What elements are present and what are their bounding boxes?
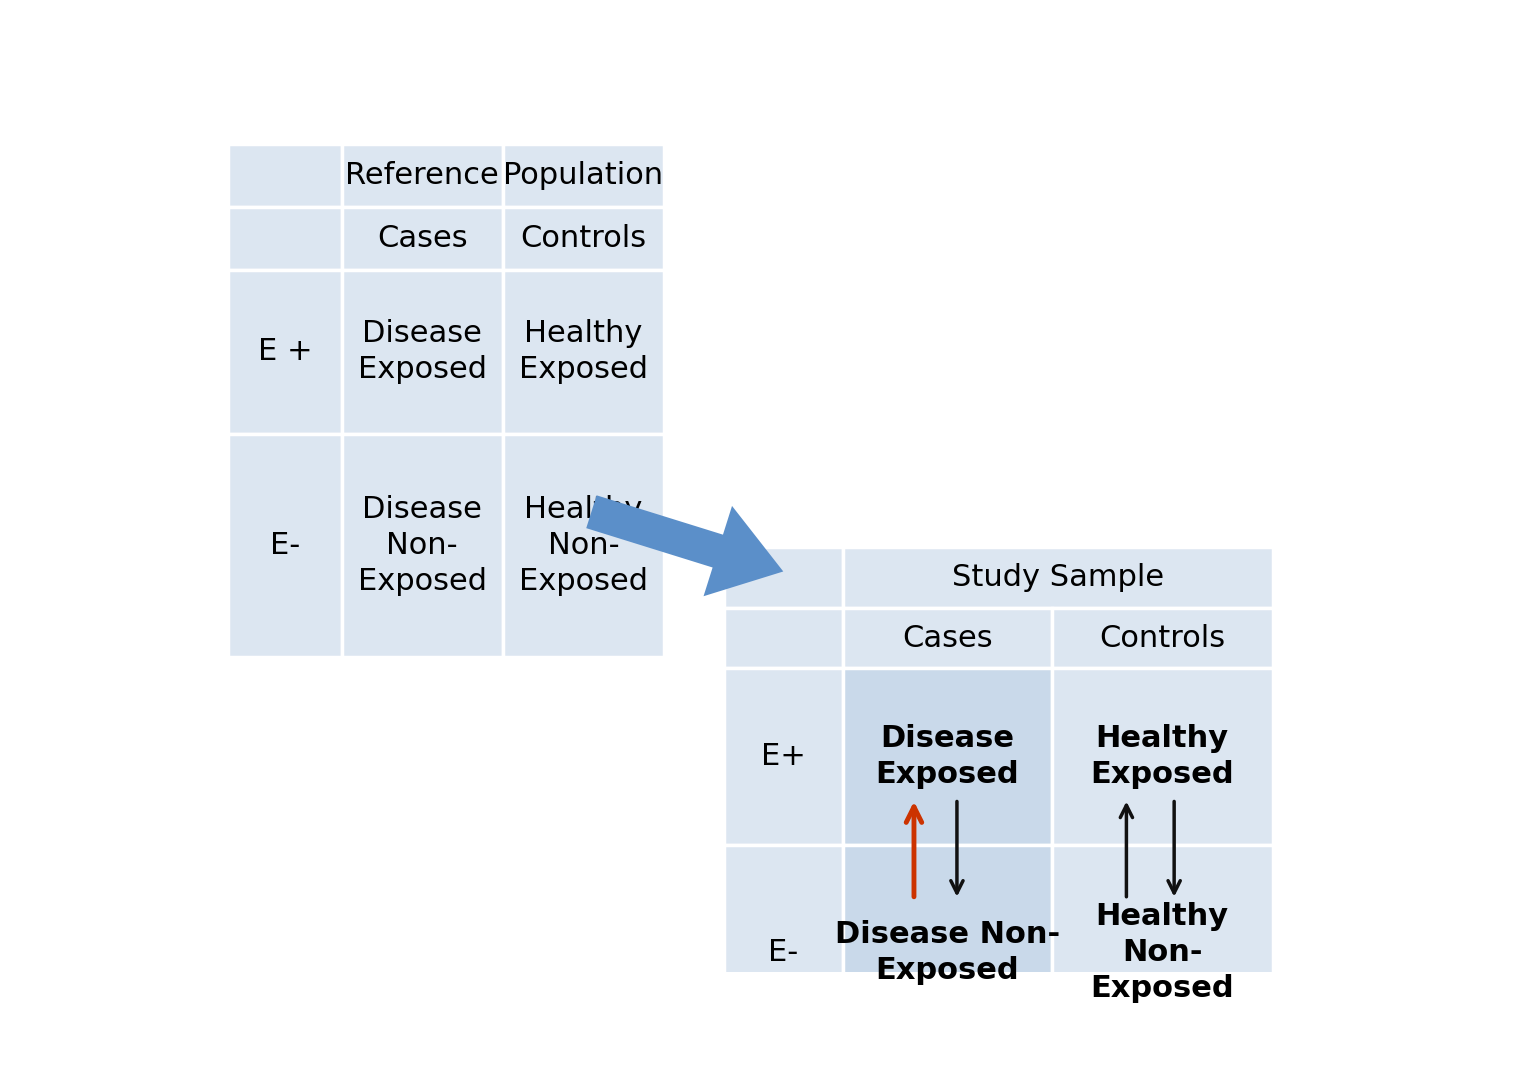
FancyBboxPatch shape <box>842 608 1052 668</box>
Text: Study Sample: Study Sample <box>952 563 1164 592</box>
FancyBboxPatch shape <box>502 434 664 656</box>
Text: Healthy
Exposed: Healthy Exposed <box>1090 724 1234 790</box>
Text: E-: E- <box>270 531 300 560</box>
FancyBboxPatch shape <box>724 608 842 668</box>
FancyBboxPatch shape <box>342 270 502 434</box>
FancyBboxPatch shape <box>342 206 502 270</box>
FancyBboxPatch shape <box>502 144 664 206</box>
FancyBboxPatch shape <box>228 144 342 206</box>
Text: Disease
Exposed: Disease Exposed <box>357 319 487 384</box>
FancyBboxPatch shape <box>342 144 502 206</box>
FancyBboxPatch shape <box>228 270 342 434</box>
FancyBboxPatch shape <box>842 845 1052 1059</box>
FancyBboxPatch shape <box>724 845 842 1059</box>
FancyBboxPatch shape <box>842 547 1272 608</box>
FancyBboxPatch shape <box>228 434 342 656</box>
FancyBboxPatch shape <box>724 547 842 608</box>
Text: Disease Non-
Exposed: Disease Non- Exposed <box>835 919 1060 985</box>
Text: Disease
Non-
Exposed: Disease Non- Exposed <box>357 495 487 595</box>
Text: Controls: Controls <box>521 224 647 252</box>
Text: Cases: Cases <box>377 224 468 252</box>
FancyBboxPatch shape <box>228 206 342 270</box>
Text: Healthy
Non-
Exposed: Healthy Non- Exposed <box>1090 902 1234 1002</box>
FancyBboxPatch shape <box>502 206 664 270</box>
Text: E+: E+ <box>761 743 805 771</box>
Text: E-: E- <box>768 938 798 966</box>
FancyBboxPatch shape <box>1052 845 1272 1059</box>
FancyBboxPatch shape <box>842 668 1052 845</box>
Text: Healthy
Non-
Exposed: Healthy Non- Exposed <box>519 495 648 595</box>
Text: Healthy
Exposed: Healthy Exposed <box>519 319 648 384</box>
Text: Cases: Cases <box>902 624 993 653</box>
Text: Disease
Exposed: Disease Exposed <box>876 724 1019 790</box>
FancyBboxPatch shape <box>1052 668 1272 845</box>
Text: Population: Population <box>504 161 664 190</box>
FancyBboxPatch shape <box>342 434 502 656</box>
FancyBboxPatch shape <box>1052 608 1272 668</box>
Polygon shape <box>587 496 784 596</box>
FancyBboxPatch shape <box>502 270 664 434</box>
Text: Controls: Controls <box>1100 624 1226 653</box>
Text: Reference: Reference <box>345 161 499 190</box>
Text: E +: E + <box>257 337 313 366</box>
FancyBboxPatch shape <box>724 668 842 845</box>
